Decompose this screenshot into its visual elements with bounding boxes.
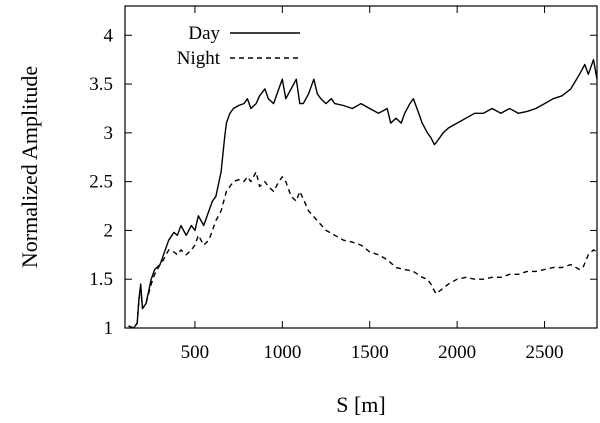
legend: Day Night [177,23,300,69]
y-axis-label: Normalized Amplitude [17,66,42,268]
y-tick-label: 3.5 [89,74,113,95]
series-line-night [128,171,598,329]
x-tick-label: 500 [181,342,210,363]
legend-day-label: Day [188,23,220,44]
plot-frame [124,5,598,329]
legend-night-label: Night [177,48,221,69]
series-line-day [128,59,598,329]
axis-ticks: 1 1.5 2 2.5 3 3.5 4 500 1000 1500 2000 2500 [89,6,597,363]
y-tick-label: 1.5 [89,269,113,290]
series-layer [128,59,598,329]
x-tick-label: 1500 [351,342,389,363]
x-axis-label: S [m] [336,392,386,417]
x-tick-label: 2500 [526,342,564,363]
y-tick-label: 3 [104,123,114,144]
y-tick-label: 2 [104,220,114,241]
y-tick-label: 1 [104,318,114,339]
y-tick-label: 2.5 [89,172,113,193]
y-tick-label: 4 [104,25,114,46]
x-tick-label: 2000 [438,342,476,363]
x-tick-label: 1000 [263,342,301,363]
